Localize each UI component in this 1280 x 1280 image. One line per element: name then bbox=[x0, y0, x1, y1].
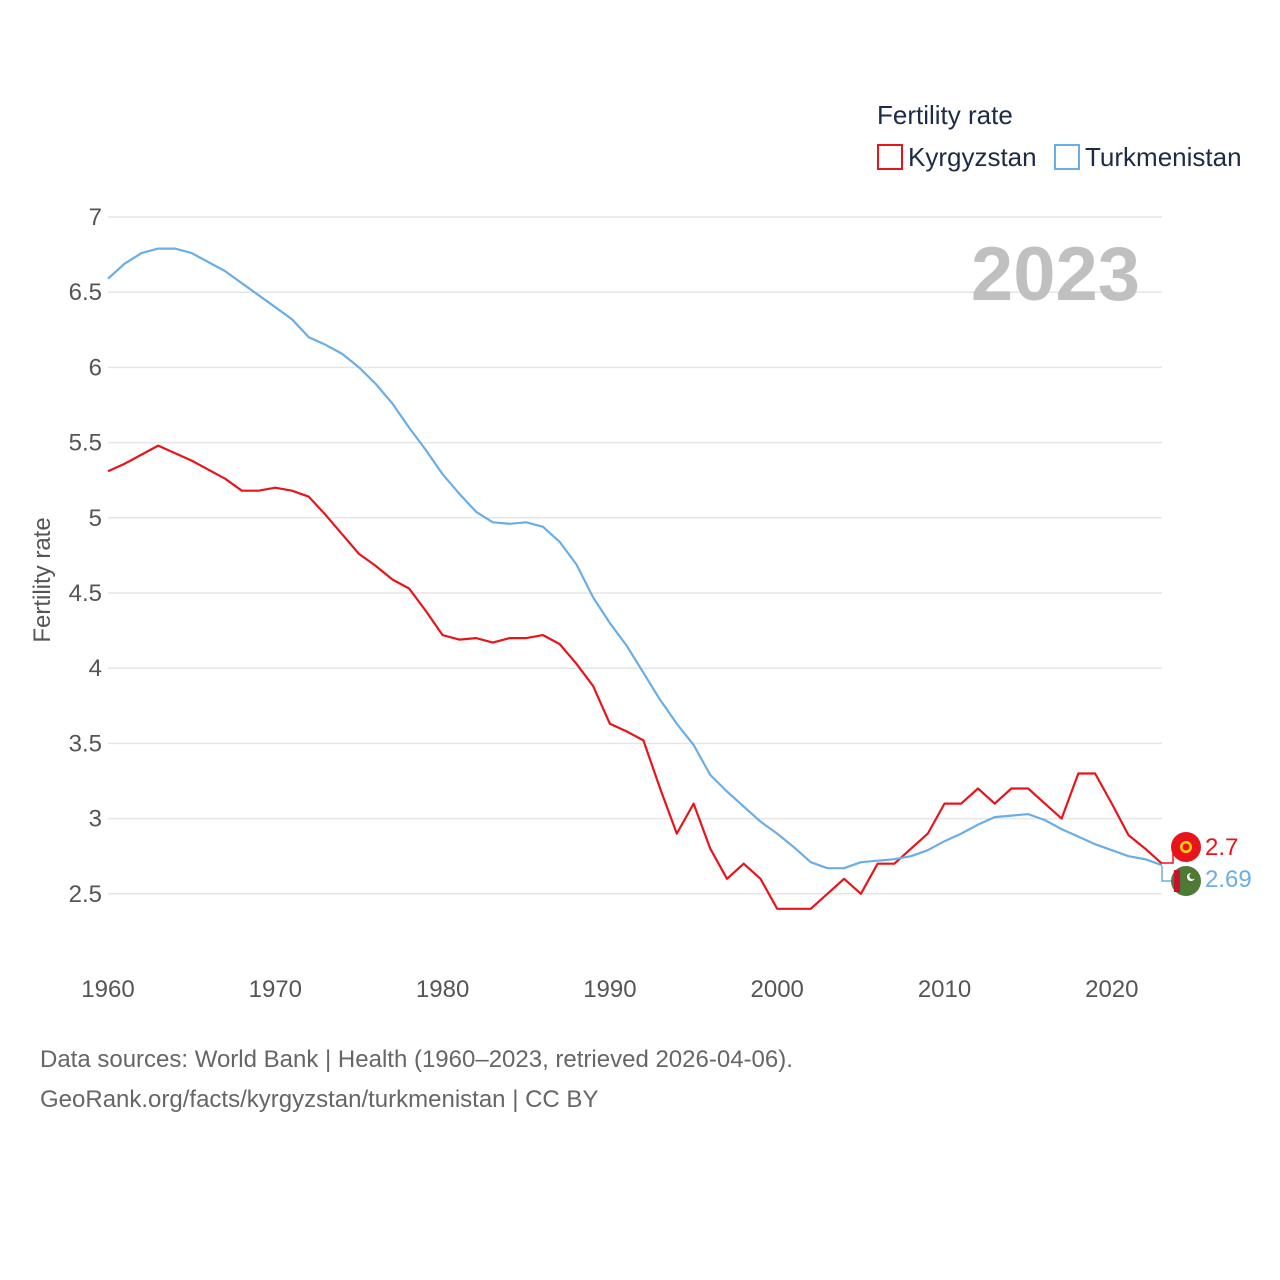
source-line-2[interactable]: GeoRank.org/facts/kyrgyzstan/turkmenista… bbox=[40, 1086, 599, 1113]
y-tick-label: 2.5 bbox=[69, 881, 102, 908]
legend-swatch-turkmenistan bbox=[1054, 144, 1080, 170]
series-line-turkmenistan[interactable] bbox=[107, 247, 1163, 870]
y-tick-label: 7 bbox=[89, 204, 102, 231]
y-tick-label: 5.5 bbox=[69, 430, 102, 457]
source-line-1: Data sources: World Bank | Health (1960–… bbox=[40, 1046, 793, 1073]
y-tick-labels: 2.5 3 3.5 4 4.5 5 5.5 6 6.5 7 bbox=[69, 204, 102, 908]
x-tick-label: 2020 bbox=[1085, 976, 1138, 1003]
x-tick-label: 1960 bbox=[81, 976, 134, 1003]
legend-item-turkmenistan[interactable]: Turkmenistan bbox=[1054, 142, 1242, 172]
legend-title: Fertility rate bbox=[877, 100, 1013, 130]
turkmenistan-flag-icon bbox=[1171, 866, 1201, 896]
y-tick-label: 4.5 bbox=[69, 580, 102, 607]
x-tick-label: 1970 bbox=[249, 976, 302, 1003]
legend-label-turkmenistan: Turkmenistan bbox=[1085, 142, 1242, 172]
x-tick-label: 2010 bbox=[918, 976, 971, 1003]
x-tick-label: 2000 bbox=[751, 976, 804, 1003]
legend-label-kyrgyzstan: Kyrgyzstan bbox=[908, 142, 1037, 172]
y-tick-label: 6 bbox=[89, 354, 102, 381]
kyrgyzstan-end-value: 2.7 bbox=[1205, 834, 1238, 861]
legend-swatch-kyrgyzstan bbox=[877, 144, 903, 170]
kyrgyzstan-flag-icon bbox=[1171, 832, 1201, 862]
source-note: Data sources: World Bank | Health (1960–… bbox=[40, 1040, 793, 1120]
turkmenistan-end-connector bbox=[1161, 866, 1172, 882]
series-lines bbox=[107, 247, 1163, 910]
y-tick-label: 3 bbox=[89, 806, 102, 833]
current-year-label: 2023 bbox=[971, 232, 1140, 317]
grid-lines bbox=[108, 216, 1162, 895]
y-axis-label: Fertility rate bbox=[29, 517, 56, 642]
x-tick-label: 1980 bbox=[416, 976, 469, 1003]
x-tick-label: 1990 bbox=[583, 976, 636, 1003]
turkmenistan-end-value: 2.69 bbox=[1205, 866, 1252, 893]
x-tick-labels: 1960 1970 1980 1990 2000 2010 2020 bbox=[81, 976, 1138, 1003]
y-tick-label: 3.5 bbox=[69, 730, 102, 757]
legend: Fertility rate Kyrgyzstan Turkmenistan bbox=[877, 100, 1242, 172]
y-tick-label: 5 bbox=[89, 505, 102, 532]
y-tick-label: 4 bbox=[89, 655, 102, 682]
end-labels: 2.7 2.69 bbox=[1161, 832, 1252, 896]
series-line-kyrgyzstan[interactable] bbox=[107, 444, 1163, 910]
y-tick-label: 6.5 bbox=[69, 279, 102, 306]
legend-item-kyrgyzstan[interactable]: Kyrgyzstan bbox=[877, 142, 1037, 172]
